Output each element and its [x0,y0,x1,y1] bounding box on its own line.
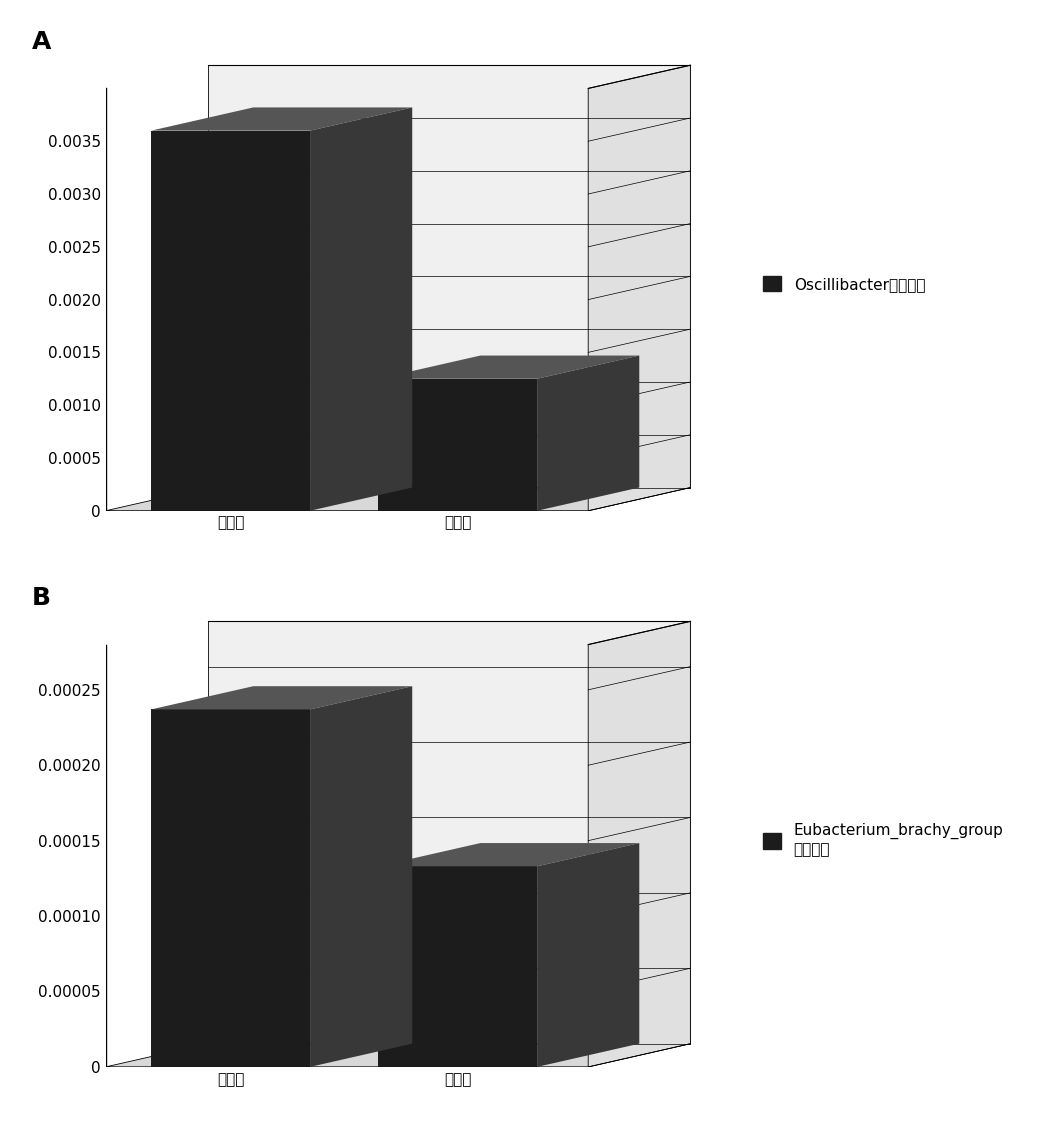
Polygon shape [106,488,690,511]
Polygon shape [537,843,639,1067]
Polygon shape [537,355,639,511]
Polygon shape [310,108,412,511]
Polygon shape [310,687,412,1067]
Polygon shape [378,866,537,1067]
Text: B: B [32,586,51,609]
Polygon shape [151,687,412,709]
Legend: Eubacterium_brachy_group
相对丰度: Eubacterium_brachy_group 相对丰度 [757,817,1009,863]
Polygon shape [208,65,690,488]
Polygon shape [378,843,639,866]
Polygon shape [151,108,412,131]
Polygon shape [151,131,310,511]
Text: A: A [32,30,52,53]
Polygon shape [208,621,690,1044]
Polygon shape [378,379,537,511]
Legend: Oscillibacter相对丰度: Oscillibacter相对丰度 [757,270,931,297]
Polygon shape [588,621,690,1067]
Polygon shape [106,1044,690,1067]
Polygon shape [588,65,690,511]
Polygon shape [378,355,639,379]
Polygon shape [151,709,310,1067]
